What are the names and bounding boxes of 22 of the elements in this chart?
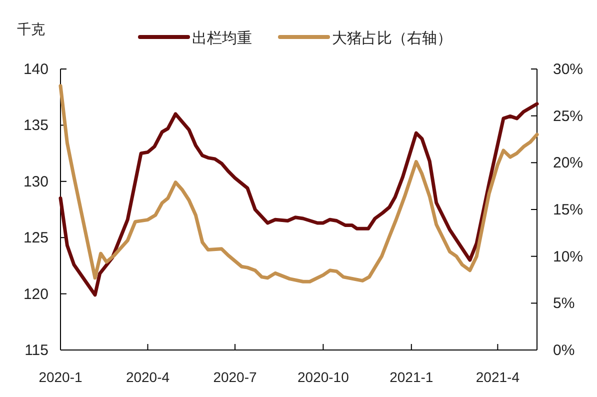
legend-label: 出栏均重 [192,30,252,47]
y-tick-label: 135 [23,117,48,134]
x-tick-label: 2021-4 [476,369,520,385]
y-tick-label: 130 [23,173,48,190]
y-axis-title: 千克 [17,21,45,37]
y2-tick-label: 15% [553,202,584,218]
x-tick-label: 2020-1 [38,369,83,385]
y-tick-label: 120 [23,286,48,303]
y2-tick-label: 25% [553,108,584,125]
y2-tick-label: 10% [553,248,584,266]
y-tick-label: 140 [23,61,48,78]
legend-label: 大猪占比（右轴） [332,30,452,47]
x-tick-label: 2020-7 [213,369,258,385]
x-tick-label: 2020-4 [126,369,170,385]
y2-tick-label: 0% [553,342,575,359]
x-tick-label: 2020-10 [298,369,350,385]
y2-tick-label: 20% [553,154,584,172]
y2-tick-label: 30% [553,61,584,78]
y-tick-label: 115 [24,342,48,359]
y2-tick-label: 5% [553,295,575,312]
x-tick-label: 2021-1 [390,369,434,385]
y-tick-label: 125 [23,230,48,247]
